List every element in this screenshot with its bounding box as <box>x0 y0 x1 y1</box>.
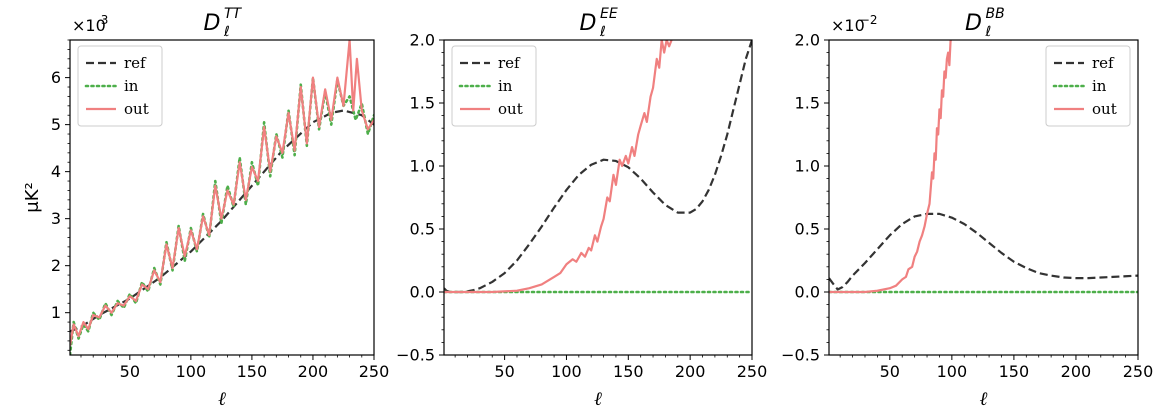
x-axis-label-tt: ℓ <box>218 388 226 410</box>
y-tick-label-ee: 0.0 <box>410 283 435 302</box>
y-multiplier-base-tt: ×10 <box>72 16 106 35</box>
title-base-ee: D <box>580 11 597 36</box>
legend-tt: ref in out <box>77 45 163 127</box>
legend-ee: ref in out <box>451 45 537 127</box>
x-tick-label-tt: 250 <box>359 362 390 381</box>
legend-label-out-ee: out <box>498 100 523 118</box>
x-tick-label-bb: 100 <box>937 362 968 381</box>
y-multiplier-base-bb: ×10 <box>831 16 865 35</box>
series-out-line-ee <box>444 40 673 294</box>
y-tick-label-bb: −0.5 <box>781 346 820 365</box>
x-tick-label-bb: 150 <box>999 362 1030 381</box>
y-multiplier-tt: ×103 <box>72 13 108 35</box>
series-ref-line-tt <box>70 109 374 333</box>
x-tick-label-tt: 150 <box>237 362 268 381</box>
legend-label-ref-ee: ref <box>498 54 521 72</box>
series-ref-line-bb <box>829 212 1138 291</box>
legend-label-ref-tt: ref <box>124 54 147 72</box>
x-tick-label-ee: 100 <box>551 362 582 381</box>
legend-box-ee <box>451 45 537 127</box>
legend-bb: ref in out <box>1045 45 1131 127</box>
panel-bb: 50 100 150 200 250−0.50.00.51.01.52.0ℓD ℓBB×1… <box>781 6 1153 410</box>
x-axis-label-bb: ℓ <box>980 388 988 410</box>
title-superscript-bb: BB <box>986 6 1005 22</box>
legend-label-in-tt: in <box>124 77 139 95</box>
title-subscript-tt: ℓ <box>223 24 230 40</box>
legend-label-in-ee: in <box>498 77 513 95</box>
x-tick-label-ee: 200 <box>675 362 706 381</box>
legend-label-out-bb: out <box>1092 100 1117 118</box>
legend-label-out-tt: out <box>124 100 149 118</box>
plot-frame-ee <box>443 39 753 356</box>
y-tick-label-ee: 0.5 <box>410 220 435 239</box>
plot-frame-bb <box>828 39 1139 356</box>
y-multiplier-bb: ×10−2 <box>831 13 878 35</box>
y-tick-label-bb: 1.5 <box>795 94 820 113</box>
y-tick-label-ee: 1.0 <box>410 157 435 176</box>
x-tick-label-tt: 200 <box>298 362 329 381</box>
series-ref-line-ee <box>444 40 752 294</box>
y-tick-label-tt: 6 <box>51 68 61 87</box>
y-tick-label-ee: −0.5 <box>396 346 435 365</box>
y-tick-label-tt: 1 <box>51 303 61 322</box>
legend-label-ref-bb: ref <box>1092 54 1115 72</box>
title-superscript-tt: TT <box>224 6 243 22</box>
y-tick-label-tt: 5 <box>51 115 61 134</box>
legend-box-tt <box>77 45 163 127</box>
x-tick-label-bb: 50 <box>880 362 900 381</box>
x-tick-label-tt: 100 <box>176 362 207 381</box>
y-tick-label-bb: 0.0 <box>795 283 820 302</box>
x-tick-label-ee: 250 <box>737 362 768 381</box>
title-superscript-ee: EE <box>600 6 618 22</box>
y-tick-label-tt: 3 <box>51 209 61 228</box>
y-tick-label-ee: 2.0 <box>410 31 435 50</box>
legend-box-bb <box>1045 45 1131 127</box>
y-tick-label-bb: 0.5 <box>795 220 820 239</box>
plot-frame-tt <box>69 39 375 356</box>
series-out-line-tt <box>70 40 374 346</box>
x-tick-label-ee: 50 <box>494 362 514 381</box>
legend-label-in-bb: in <box>1092 77 1107 95</box>
title-subscript-ee: ℓ <box>599 24 606 40</box>
title-base-bb: D <box>965 11 982 36</box>
y-multiplier-exponent-bb: −2 <box>860 13 878 27</box>
y-tick-label-tt: 4 <box>51 162 61 181</box>
x-tick-label-tt: 50 <box>120 362 140 381</box>
y-tick-label-bb: 1.0 <box>795 157 820 176</box>
y-multiplier-exponent-tt: 3 <box>101 13 109 27</box>
panel-ee: 50 100 150 200 250−0.50.00.51.01.52.0ℓD ℓEEre… <box>396 6 767 410</box>
x-tick-label-ee: 150 <box>613 362 644 381</box>
y-tick-label-tt: 2 <box>51 256 61 275</box>
y-tick-label-ee: 1.5 <box>410 94 435 113</box>
x-tick-label-bb: 200 <box>1061 362 1092 381</box>
title-base-tt: D <box>204 11 221 36</box>
y-axis-label: μK² <box>22 182 43 212</box>
title-subscript-bb: ℓ <box>985 24 992 40</box>
x-tick-label-bb: 250 <box>1123 362 1154 381</box>
x-axis-label-ee: ℓ <box>594 388 602 410</box>
series-out-line-bb <box>829 40 952 294</box>
y-tick-label-bb: 2.0 <box>795 31 820 50</box>
